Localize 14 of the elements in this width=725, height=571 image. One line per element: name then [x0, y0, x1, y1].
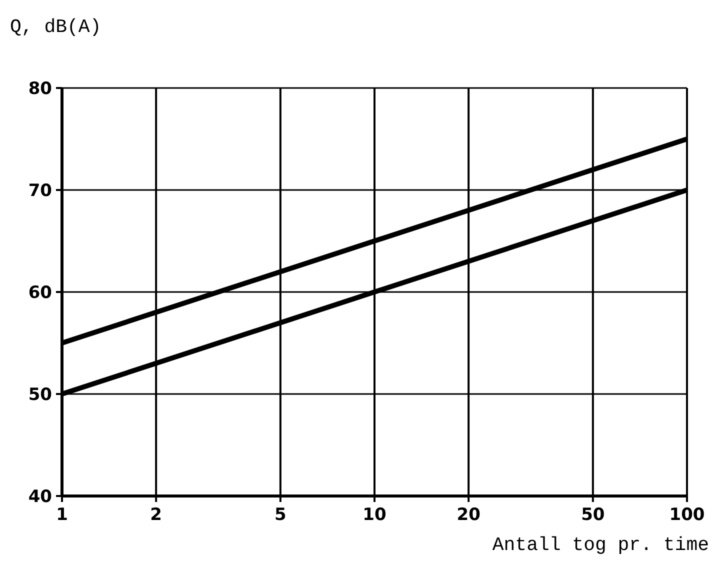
x-tick-label: 2 [150, 505, 162, 525]
x-tick-label: 1 [56, 505, 68, 525]
y-tick-label: 40 [28, 487, 52, 507]
x-tick-label: 20 [456, 505, 481, 525]
x-tick-label: 100 [669, 505, 705, 525]
x-axis-title: Antall tog pr. time [492, 534, 709, 556]
y-tick-label: 50 [28, 385, 52, 405]
y-tick-label: 60 [28, 283, 52, 303]
y-axis-title: Q, dB(A) [10, 16, 102, 38]
x-tick-label: 50 [581, 505, 605, 525]
y-tick-label: 70 [28, 181, 52, 201]
y-tick-label: 80 [28, 79, 52, 99]
x-tick-label: 10 [362, 505, 386, 525]
x-tick-label: 5 [274, 505, 286, 525]
